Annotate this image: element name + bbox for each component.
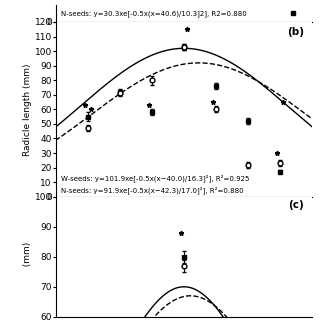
Text: W-seeds: y=101.9xe[-0.5x(x−40.0)/16.3]²], R²=0.925: W-seeds: y=101.9xe[-0.5x(x−40.0)/16.3]²]…: [61, 174, 250, 182]
Text: N-seeds: y=30.3xe[-0.5x(x=40.6)/10.3]2], R2=0.880: N-seeds: y=30.3xe[-0.5x(x=40.6)/10.3]2],…: [61, 10, 247, 17]
Text: N-seeds: y=91.9xe[-0.5x(x−42.3)/17.0]²], R²=0.880: N-seeds: y=91.9xe[-0.5x(x−42.3)/17.0]²],…: [61, 186, 244, 194]
Y-axis label: Radicle length (mm): Radicle length (mm): [23, 63, 32, 156]
Text: (b): (b): [287, 27, 304, 37]
Text: (c): (c): [289, 200, 304, 210]
Y-axis label:   (mm): (mm): [23, 242, 32, 272]
